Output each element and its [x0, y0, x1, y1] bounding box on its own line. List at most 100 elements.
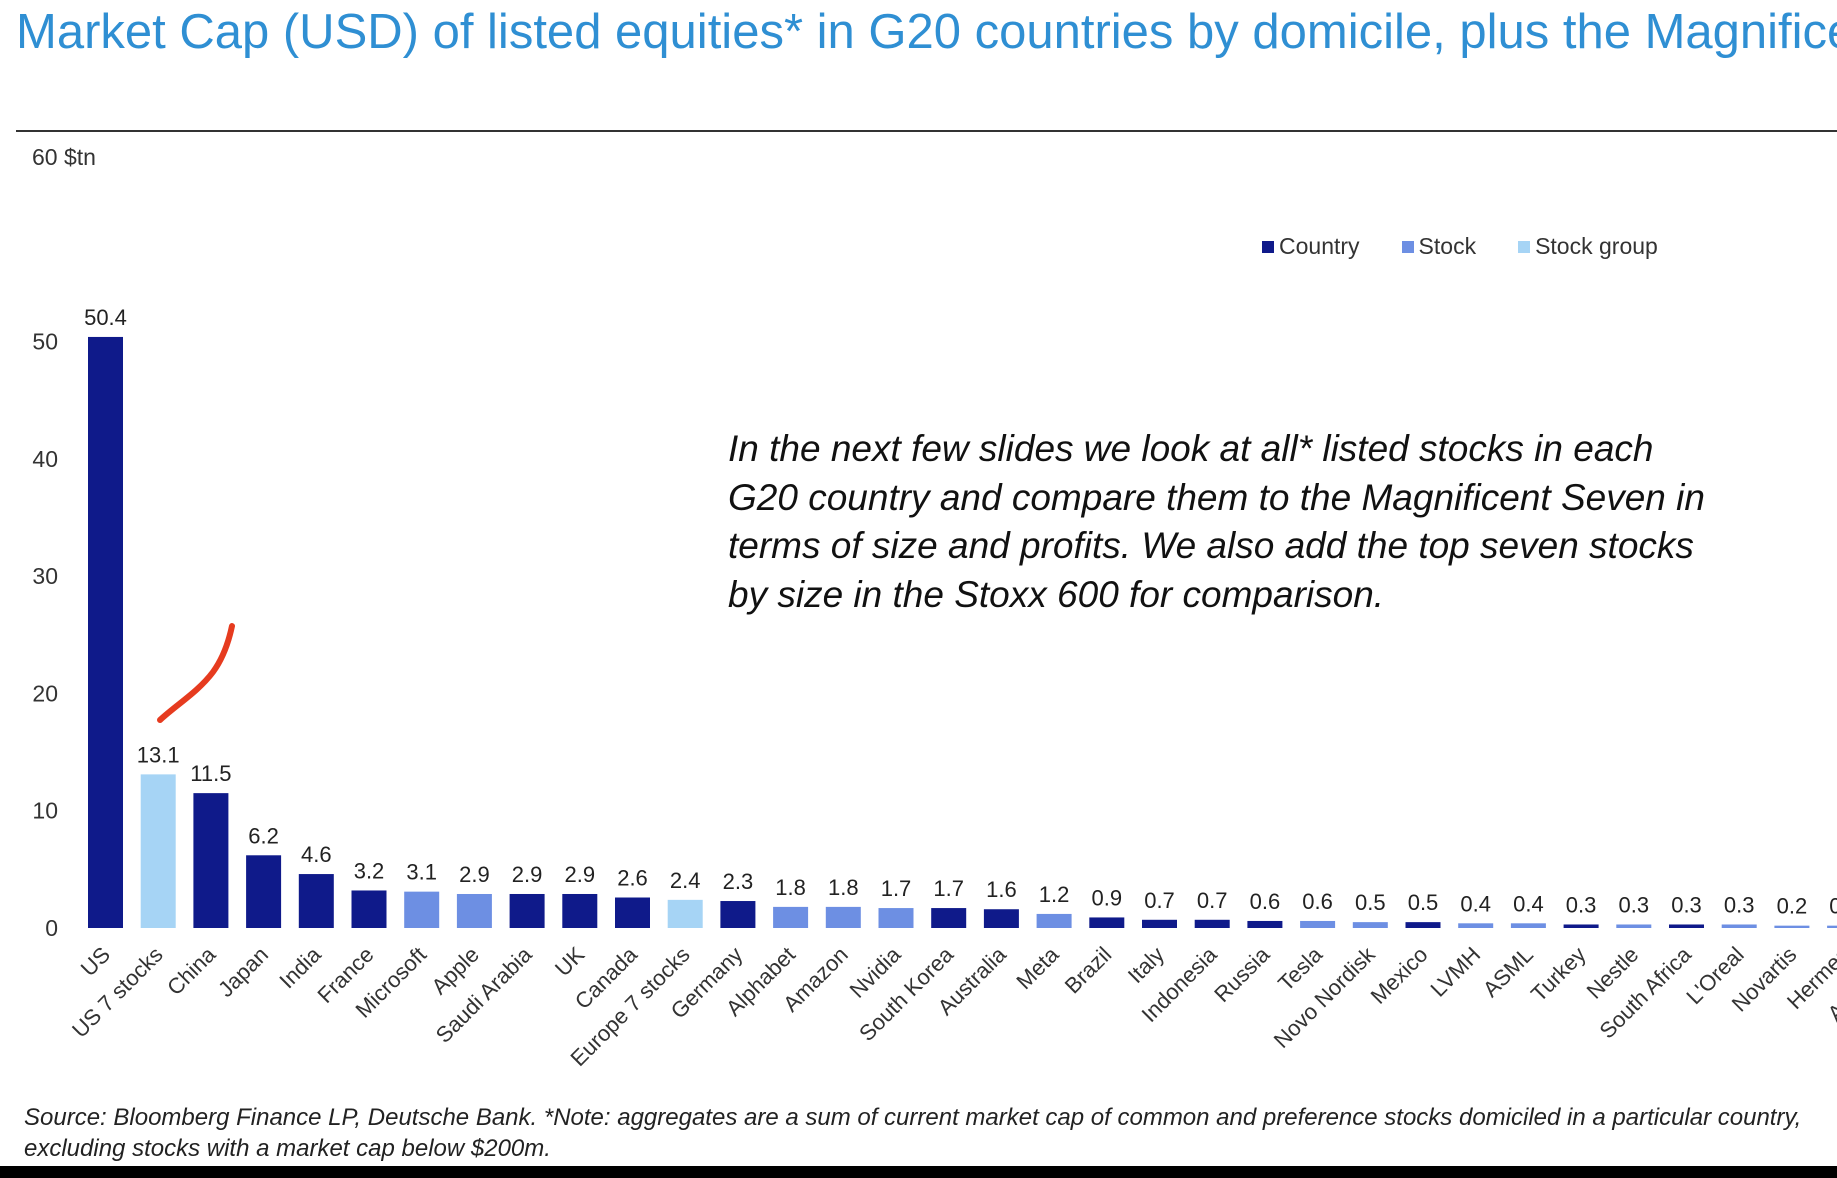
bar-value-label: 0.7	[1197, 888, 1228, 913]
y-tick-label: 50	[32, 329, 58, 355]
bar-value-label: 0.3	[1724, 892, 1755, 917]
x-tick-label: LVMH	[1425, 942, 1485, 1002]
bar-novo-nordisk	[1352, 922, 1388, 928]
x-tick-label: China	[162, 941, 221, 1000]
bar-alphabet	[773, 906, 809, 928]
bar-value-label: 2.6	[617, 866, 648, 891]
bar-value-label: 11.5	[190, 761, 231, 786]
bar-value-label: 4.6	[301, 842, 332, 867]
red-annotation-stroke	[157, 623, 235, 723]
bar-hermes	[1827, 925, 1837, 928]
bar-value-label: 0.2	[1777, 894, 1808, 919]
bar-uk	[562, 893, 598, 928]
x-tick-label: Meta	[1011, 941, 1064, 994]
chart-annotation: In the next few slides we look at all* l…	[728, 428, 1705, 615]
legend-swatch-stock	[1401, 240, 1414, 253]
bar-novartis	[1774, 925, 1810, 928]
bar-microsoft	[404, 891, 440, 928]
legend-item-country: Country	[1262, 233, 1360, 260]
x-tick-label: Japan	[213, 942, 273, 1002]
bar-amazon	[825, 906, 861, 928]
bar-europe-7-stocks	[667, 899, 703, 928]
bar-value-label: 2.3	[723, 869, 754, 894]
bar-south-africa	[1669, 924, 1704, 928]
bar-l-oreal	[1721, 924, 1757, 928]
bar-saudi-arabia	[509, 893, 545, 928]
source-note: Source: Bloomberg Finance LP, Deutsche B…	[24, 1104, 1802, 1162]
x-tick-label: Mexico	[1366, 942, 1433, 1009]
y-tick-label: 10	[32, 798, 58, 824]
x-tick-label: Brazil	[1060, 942, 1117, 999]
bar-value-label: 2.4	[670, 868, 701, 893]
bar-value-label: 0.7	[1144, 888, 1175, 913]
bar-value-label: 0.3	[1671, 892, 1702, 917]
bar-turkey	[1563, 924, 1599, 928]
bar-value-label: 50.4	[84, 305, 127, 330]
bar-russia	[1247, 920, 1283, 928]
bar-brazil	[1089, 917, 1125, 928]
bar-value-label: 0.4	[1513, 891, 1544, 916]
bar-japan	[246, 855, 282, 928]
legend-item-stock-group: Stock group	[1518, 233, 1658, 260]
bar-germany	[720, 901, 756, 928]
bar-apple	[456, 893, 492, 928]
x-tick-label: Turkey	[1526, 942, 1591, 1007]
bar-asml	[1510, 923, 1546, 928]
bar-south-korea	[931, 908, 967, 928]
bar-value-label: 0.6	[1250, 889, 1281, 914]
bar-canada	[615, 897, 650, 928]
bar-value-label: 13.1	[137, 742, 180, 767]
title-divider	[16, 130, 1837, 132]
bar-nvidia	[878, 908, 914, 928]
bar-italy	[1142, 919, 1177, 928]
chart-title: Market Cap (USD) of listed equities* in …	[16, 5, 1837, 59]
bar-indonesia	[1194, 919, 1230, 928]
value-labels-layer: 50.4 13.1 11.5 6.2 4.6 3.2 3.1 2.9 2.9 2.9 2.6 2.4 2…	[84, 305, 1837, 919]
bar-value-label: 0.6	[1302, 889, 1333, 914]
bar-value-label: 1.6	[986, 877, 1017, 902]
x-tick-label: Italy	[1123, 942, 1169, 988]
bar-value-label: 0.5	[1408, 890, 1439, 915]
bar-value-label: 0.3	[1566, 892, 1597, 917]
bar-value-label: 1.7	[881, 876, 912, 901]
y-tick-label: 20	[32, 680, 58, 706]
bar-lvmh	[1458, 923, 1494, 928]
bar-value-label: 2.9	[565, 862, 596, 887]
legend-swatch-country	[1262, 240, 1274, 253]
y-axis-unit-label: 60 $tn	[32, 144, 96, 170]
bar-value-label: 6.2	[248, 823, 279, 848]
y-tick-label: 0	[45, 915, 58, 941]
y-axis: 0 10 20 30 40 50	[32, 329, 58, 941]
bar-value-label: 1.8	[775, 875, 806, 900]
bar-value-label: 0.5	[1355, 890, 1386, 915]
bar-meta	[1036, 913, 1072, 928]
x-tick-label: US	[76, 942, 115, 981]
bar-australia	[983, 909, 1019, 928]
bar-value-label: 0.4	[1460, 891, 1491, 916]
y-tick-label: 40	[32, 446, 58, 472]
bar-china	[193, 793, 229, 928]
bar-value-label: 3.1	[406, 860, 437, 885]
bar-france	[351, 890, 387, 928]
bar-value-label: 1.7	[933, 876, 964, 901]
bar-value-label: 2.9	[512, 862, 543, 887]
bar-value-label: 0.9	[1092, 885, 1123, 910]
x-tick-label: UK	[550, 942, 590, 982]
legend-label-stock-group: Stock group	[1535, 233, 1658, 259]
bar-value-label: 0.2	[1829, 894, 1837, 919]
bars-layer	[88, 336, 1837, 929]
bar-value-label: 1.2	[1039, 882, 1070, 907]
bar-value-label: 1.8	[828, 875, 859, 900]
legend-label-stock: Stock	[1418, 233, 1477, 259]
bar-value-label: 2.9	[459, 862, 490, 887]
bar-india	[298, 874, 334, 928]
bar-value-label: 0.3	[1619, 892, 1650, 917]
legend-item-stock: Stock	[1401, 233, 1477, 260]
legend-label-country: Country	[1279, 233, 1360, 259]
legend-swatch-stock-group	[1518, 240, 1531, 253]
bar-value-label: 3.2	[354, 858, 385, 883]
